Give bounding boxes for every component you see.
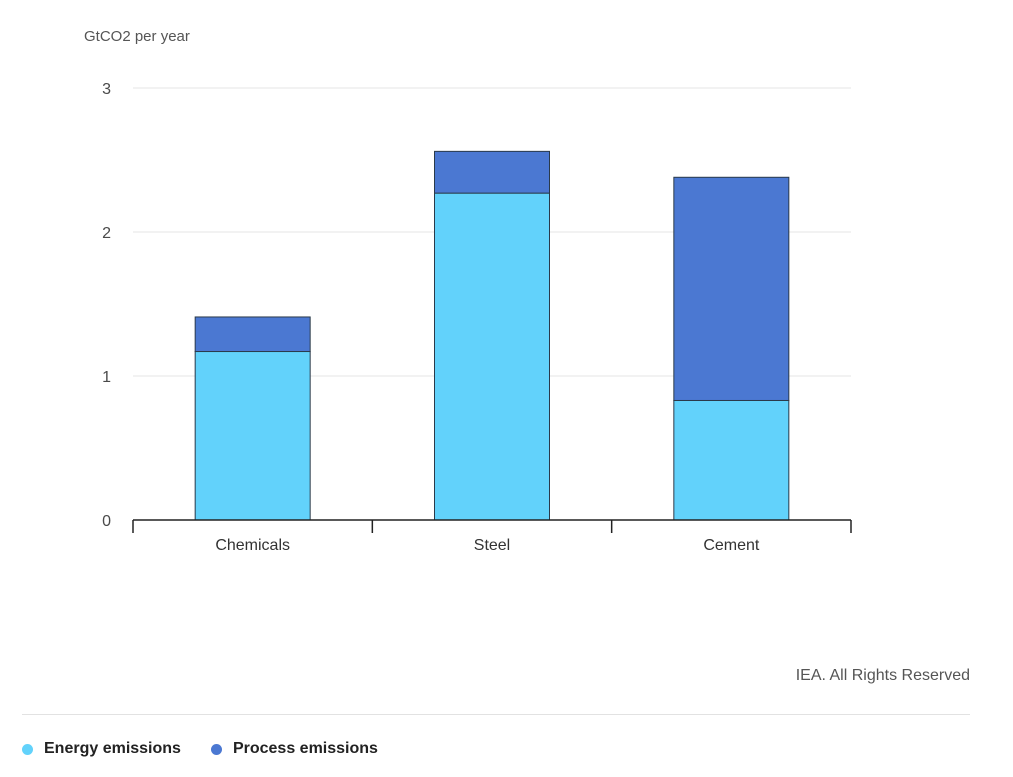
bar-process-steel[interactable]	[434, 150, 550, 194]
legend-item-energy[interactable]: Energy emissions	[22, 740, 181, 758]
legend: Energy emissions Process emissions	[22, 740, 408, 758]
bars	[194, 150, 790, 521]
y-tick-label: 2	[102, 225, 111, 242]
legend-item-process[interactable]: Process emissions	[210, 740, 378, 758]
y-tick-label: 3	[102, 81, 111, 98]
x-tick-label: Chemicals	[215, 537, 290, 554]
legend-dot-energy	[22, 743, 33, 755]
legend-label-energy: Energy emissions	[44, 740, 181, 757]
y-tick-label: 0	[102, 513, 111, 530]
legend-label-process: Process emissions	[232, 740, 378, 757]
legend-dot-process	[210, 743, 222, 755]
stacked-bar-chart: GtCO2 per year 0 1 2 3 Chemicals Steel Cement	[84, 28, 852, 554]
legend-divider	[22, 714, 970, 715]
source-note: IEA. All Rights Reserved	[795, 667, 970, 684]
x-tick-label: Steel	[474, 537, 510, 554]
bar-energy-cement[interactable]	[673, 399, 790, 521]
bar-energy-steel[interactable]	[434, 192, 550, 521]
x-axis: Chemicals Steel Cement	[132, 519, 852, 554]
bar-process-chemicals[interactable]	[194, 316, 311, 353]
y-tick-label: 1	[102, 369, 111, 386]
bar-energy-chemicals[interactable]	[194, 351, 311, 521]
bar-process-cement[interactable]	[673, 176, 790, 401]
y-axis-label: GtCO2 per year	[84, 28, 190, 45]
x-tick-label: Cement	[703, 537, 760, 554]
